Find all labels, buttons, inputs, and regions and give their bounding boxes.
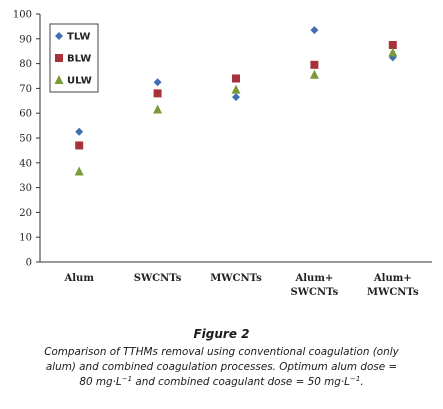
- caption-line-3: 80 mg·L−1 and combined coagulant dose = …: [14, 375, 429, 390]
- caption-line-2: alum) and combined coagulation processes…: [45, 361, 398, 373]
- data-point-ulw: [153, 104, 163, 114]
- data-point-tlw: [310, 26, 319, 35]
- data-point-ulw: [388, 47, 398, 57]
- figure-caption: Comparison of TTHMs removal using conven…: [0, 345, 443, 390]
- y-tick-label: 40: [19, 158, 32, 169]
- x-category-label: Alum: [63, 273, 94, 284]
- legend-label-ulw: ULW: [67, 76, 92, 87]
- y-tick-label: 10: [19, 233, 32, 244]
- data-point-blw: [232, 74, 240, 83]
- data-point-tlw: [232, 93, 240, 102]
- x-category-label: SWCNTs: [291, 287, 339, 298]
- y-tick-label: 0: [26, 258, 32, 269]
- data-point-blw: [75, 141, 84, 150]
- legend: TLW BLW ULW: [49, 23, 99, 93]
- y-tick-label: 50: [19, 134, 32, 145]
- caption-superscript-2: −1: [349, 375, 361, 383]
- x-category-label: Alum+: [295, 273, 334, 284]
- caption-line-1: Comparison of TTHMs removal using conven…: [44, 346, 399, 358]
- x-axis-category-labels: Alum SWCNTs MWCNTs Alum+ SWCNTs Alum+ MWCNTs: [63, 273, 418, 298]
- data-point-blw: [310, 60, 319, 69]
- data-point-ulw: [231, 84, 241, 94]
- y-tick-label: 70: [19, 84, 32, 95]
- x-category-label: Alum+: [373, 273, 412, 284]
- legend-marker-ulw: [54, 75, 64, 84]
- x-category-label: MWCNTs: [210, 273, 262, 284]
- chart-axes: [39, 14, 432, 263]
- legend-label-blw: BLW: [67, 54, 91, 65]
- x-category-label: SWCNTs: [134, 273, 182, 284]
- caption-line-3-part-c: .: [360, 376, 364, 388]
- caption-line-3-part-a: 80 mg·L: [79, 376, 122, 388]
- y-tick-label: 90: [19, 34, 32, 45]
- y-tick-label: 20: [19, 208, 32, 219]
- legend-label-tlw: TLW: [67, 32, 90, 43]
- data-point-tlw: [75, 127, 84, 136]
- y-tick-label: 80: [19, 59, 32, 70]
- y-axis-ticks: 0 10 20 30 40 50 60 70 80 90 100: [13, 10, 40, 269]
- y-tick-label: 60: [19, 109, 32, 120]
- y-tick-label: 30: [19, 183, 32, 194]
- data-point-ulw: [74, 166, 84, 176]
- legend-marker-blw: [55, 54, 63, 62]
- y-tick-label: 100: [13, 10, 32, 21]
- data-point-ulw: [309, 69, 319, 79]
- data-points: [74, 26, 398, 176]
- legend-marker-tlw: [55, 32, 63, 40]
- caption-superscript-1: −1: [121, 375, 133, 383]
- figure-title: Figure 2: [193, 327, 250, 341]
- data-point-tlw: [153, 78, 162, 87]
- x-category-label: MWCNTs: [367, 287, 419, 298]
- data-point-blw: [153, 89, 162, 98]
- data-point-blw: [388, 41, 397, 49]
- caption-line-3-part-b: and combined coagulant dose = 50 mg·L: [132, 376, 350, 388]
